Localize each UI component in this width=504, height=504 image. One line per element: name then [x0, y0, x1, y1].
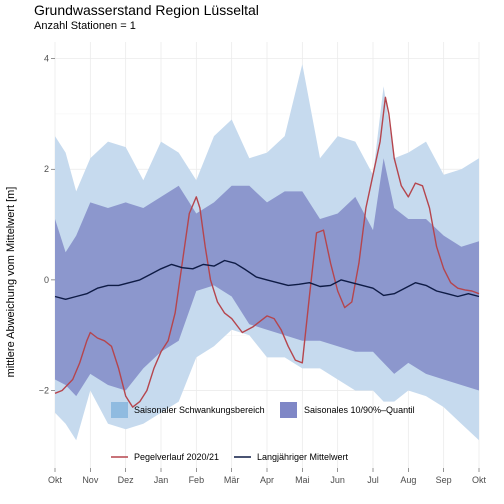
x-tick-label: Apr — [260, 475, 274, 485]
x-tick-label: Jul — [367, 475, 379, 485]
quantile-band — [55, 158, 479, 397]
x-tick-label: Mai — [295, 475, 310, 485]
legend-label-pegel: Pegelverlauf 2020/21 — [134, 452, 219, 462]
legend-label-quantile: Saisonales 10/90%–Quantil — [304, 405, 415, 415]
pegel-line — [54, 96, 480, 408]
legend-swatch-range — [111, 402, 128, 418]
x-axis-ticks: Okt Nov Dez Jan Feb Mär Apr Mai Jun Jul Aug Sep Okt — [48, 468, 487, 485]
x-tick-label: Okt — [472, 475, 487, 485]
x-tick-label: Jan — [154, 475, 169, 485]
x-tick-label: Mär — [224, 475, 240, 485]
band-layer — [55, 64, 479, 441]
y-tick-label: 2 — [44, 164, 49, 174]
chart-title: Grundwasserstand Region Lüsseltal — [34, 2, 259, 18]
y-tick-label: 0 — [44, 275, 49, 285]
x-tick-label: Okt — [48, 475, 63, 485]
legend-label-range: Saisonaler Schwankungsbereich — [134, 405, 265, 415]
chart-subtitle: Anzahl Stationen = 1 — [34, 20, 136, 32]
line-layer — [54, 96, 480, 408]
legend-label-mittel: Langjähriger Mittelwert — [257, 452, 349, 462]
y-axis-ticks: −2 0 2 4 — [39, 54, 55, 396]
y-axis-label: mittlere Abweichung vom Mittelwert [m] — [5, 187, 17, 378]
x-tick-label: Jun — [330, 475, 345, 485]
x-tick-label: Dez — [118, 475, 135, 485]
y-tick-label: 4 — [44, 54, 49, 64]
x-tick-label: Sep — [436, 475, 452, 485]
x-tick-label: Nov — [82, 475, 99, 485]
mittel-line — [54, 259, 480, 300]
legend: Saisonaler Schwankungsbereich Saisonales… — [111, 402, 415, 462]
x-tick-label: Feb — [189, 475, 205, 485]
legend-swatch-quantile — [280, 402, 297, 418]
y-tick-label: −2 — [39, 386, 49, 396]
x-tick-label: Aug — [400, 475, 416, 485]
